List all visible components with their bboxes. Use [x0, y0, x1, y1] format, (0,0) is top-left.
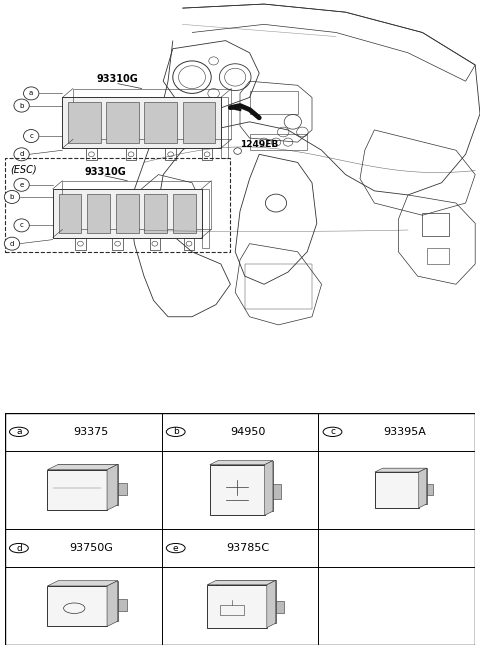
Bar	[116, 194, 139, 233]
Circle shape	[10, 427, 28, 436]
Bar	[48, 586, 107, 626]
Bar	[250, 91, 298, 114]
Polygon shape	[419, 468, 427, 508]
Text: a: a	[29, 90, 33, 96]
Bar	[221, 98, 228, 159]
Bar	[422, 214, 449, 236]
Text: 93310G: 93310G	[84, 166, 126, 177]
Bar	[59, 194, 82, 233]
Bar	[375, 472, 419, 508]
Bar	[87, 194, 110, 233]
Polygon shape	[107, 464, 118, 510]
Polygon shape	[48, 581, 118, 586]
Bar	[182, 102, 215, 143]
Circle shape	[24, 130, 39, 143]
Bar	[144, 194, 167, 233]
Bar	[73, 88, 231, 140]
Circle shape	[14, 219, 29, 232]
Circle shape	[4, 191, 20, 204]
Text: 93375: 93375	[73, 427, 108, 437]
Text: e: e	[173, 544, 179, 553]
Bar	[118, 483, 127, 495]
Circle shape	[14, 99, 29, 112]
Text: c: c	[29, 133, 33, 139]
Bar	[53, 189, 202, 238]
Text: c: c	[330, 427, 335, 436]
Bar	[62, 98, 221, 148]
Circle shape	[4, 237, 20, 250]
Polygon shape	[48, 464, 118, 470]
Text: (ESC): (ESC)	[11, 164, 37, 174]
Bar	[86, 148, 96, 160]
Circle shape	[14, 178, 29, 191]
Text: d: d	[10, 240, 14, 247]
Bar	[58, 581, 118, 621]
Text: b: b	[173, 427, 179, 436]
Polygon shape	[210, 460, 273, 464]
Bar	[276, 601, 284, 612]
Text: 1249EB: 1249EB	[240, 140, 278, 149]
Bar	[245, 264, 312, 309]
Circle shape	[166, 544, 185, 553]
Bar	[118, 599, 127, 611]
Text: d: d	[16, 544, 22, 553]
Bar	[250, 134, 307, 150]
Bar	[273, 485, 281, 498]
Polygon shape	[264, 460, 273, 515]
Bar	[220, 605, 244, 615]
Bar	[165, 148, 176, 160]
Text: c: c	[20, 223, 24, 229]
Bar	[75, 238, 86, 250]
Bar	[210, 464, 264, 515]
Bar	[202, 148, 212, 160]
Circle shape	[14, 148, 29, 161]
Text: 94950: 94950	[230, 427, 265, 437]
Text: 93785C: 93785C	[226, 543, 269, 553]
Polygon shape	[207, 580, 276, 585]
Bar	[144, 102, 177, 143]
Circle shape	[24, 87, 39, 100]
Text: 93750G: 93750G	[69, 543, 113, 553]
Bar	[427, 248, 449, 264]
Bar	[150, 238, 160, 250]
Polygon shape	[375, 468, 427, 472]
Bar	[216, 580, 276, 623]
Bar	[68, 102, 101, 143]
Circle shape	[166, 427, 185, 436]
Text: d: d	[19, 151, 24, 157]
Text: 93395A: 93395A	[383, 427, 426, 437]
Bar	[5, 159, 230, 252]
Text: b: b	[19, 103, 24, 109]
Bar	[427, 484, 433, 495]
Text: e: e	[20, 182, 24, 188]
Bar	[207, 585, 267, 627]
Bar	[173, 194, 196, 233]
Bar	[58, 464, 118, 505]
Bar	[202, 189, 209, 248]
Text: 93310G: 93310G	[97, 75, 139, 84]
Circle shape	[323, 427, 342, 436]
Bar	[112, 238, 123, 250]
Bar	[62, 181, 211, 229]
Bar	[218, 460, 273, 511]
Bar	[383, 468, 427, 504]
Bar	[184, 238, 194, 250]
Text: b: b	[10, 194, 14, 200]
Polygon shape	[267, 580, 276, 627]
Circle shape	[10, 544, 28, 553]
Bar	[126, 148, 136, 160]
Text: a: a	[16, 427, 22, 436]
Polygon shape	[107, 581, 118, 626]
Bar	[48, 470, 107, 510]
Bar	[107, 102, 139, 143]
